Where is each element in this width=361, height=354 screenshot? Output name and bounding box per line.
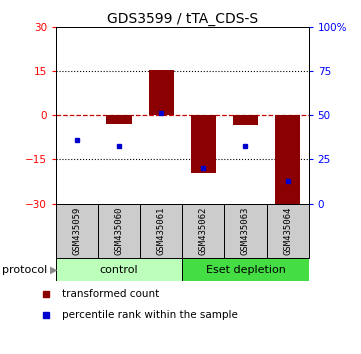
Text: GSM435062: GSM435062 xyxy=(199,207,208,255)
Bar xyxy=(56,204,98,258)
Text: percentile rank within the sample: percentile rank within the sample xyxy=(62,309,238,320)
Bar xyxy=(149,70,174,115)
Bar xyxy=(56,258,182,281)
Bar xyxy=(266,204,309,258)
Bar xyxy=(106,115,132,124)
Bar xyxy=(225,204,266,258)
Text: GSM435064: GSM435064 xyxy=(283,207,292,255)
Text: control: control xyxy=(100,265,138,275)
Text: GSM435059: GSM435059 xyxy=(73,207,82,255)
Bar xyxy=(182,204,225,258)
Bar xyxy=(275,115,300,205)
Text: GSM435061: GSM435061 xyxy=(157,207,166,255)
Bar xyxy=(98,204,140,258)
Text: protocol: protocol xyxy=(2,265,47,275)
Bar xyxy=(182,258,309,281)
Text: ▶: ▶ xyxy=(50,265,57,275)
Bar xyxy=(233,115,258,125)
Text: transformed count: transformed count xyxy=(62,289,160,299)
Text: GSM435063: GSM435063 xyxy=(241,207,250,255)
Text: GSM435060: GSM435060 xyxy=(115,207,123,255)
Bar xyxy=(140,204,182,258)
Text: Eset depletion: Eset depletion xyxy=(205,265,286,275)
Bar xyxy=(191,115,216,173)
Title: GDS3599 / tTA_CDS-S: GDS3599 / tTA_CDS-S xyxy=(107,12,258,25)
